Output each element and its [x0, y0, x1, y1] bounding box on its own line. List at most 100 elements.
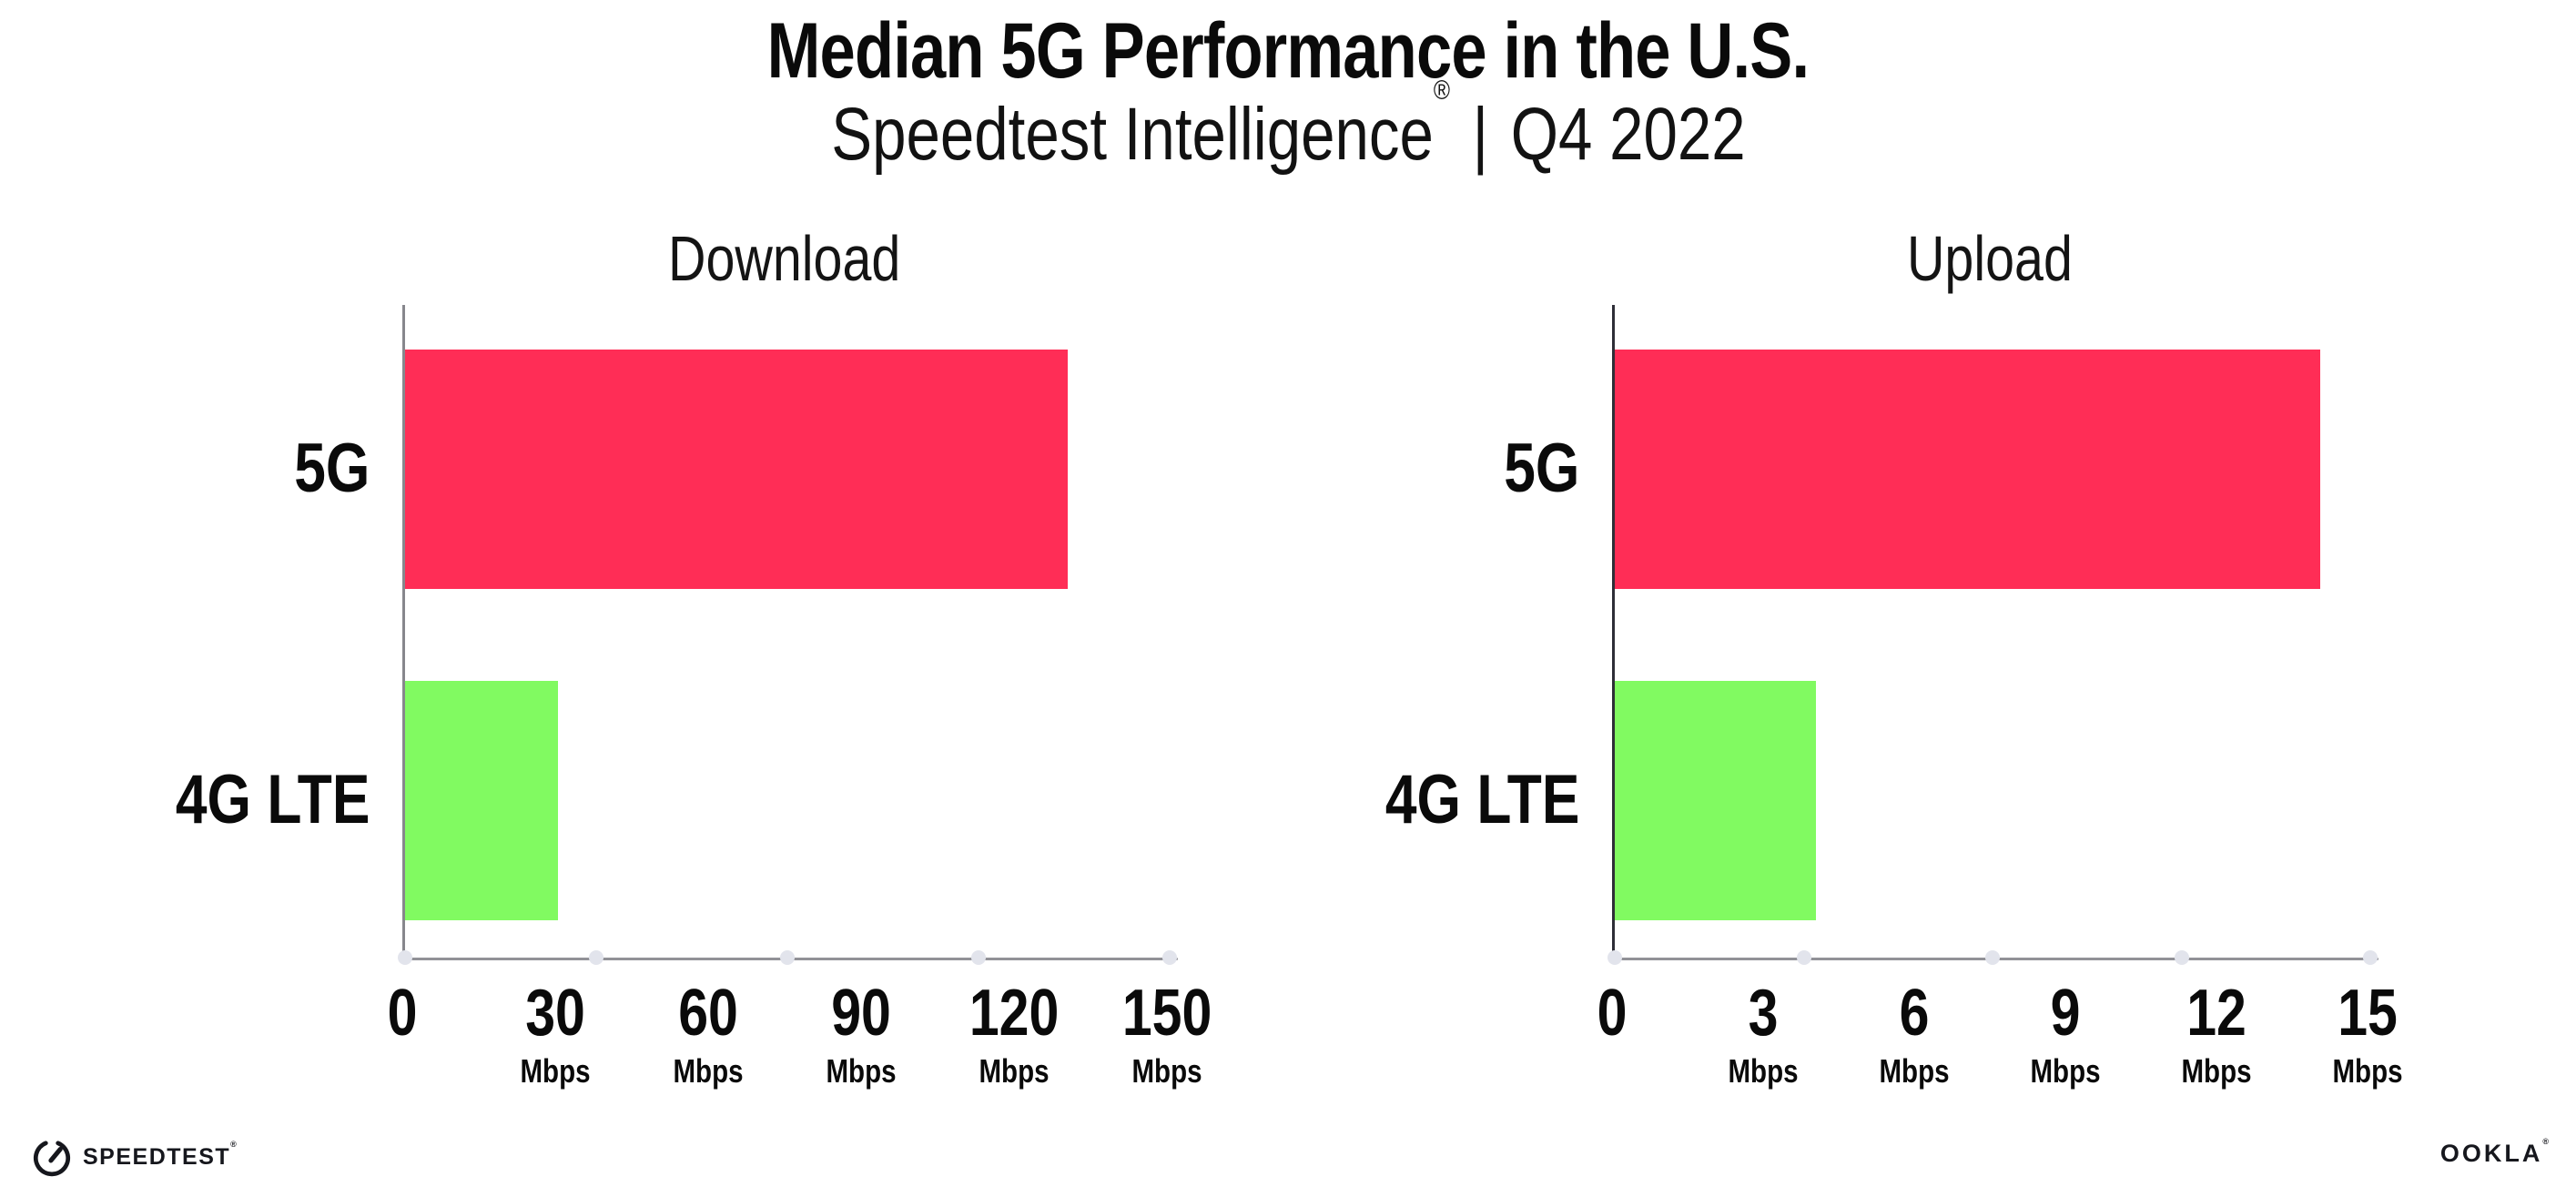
download-tick-number: 0: [387, 977, 418, 1050]
upload-tick-15: 15 Mbps: [2277, 980, 2459, 1088]
download-axis-dot: [971, 950, 986, 965]
upload-tick-number: 6: [1899, 977, 1930, 1050]
download-tick-value-0: 0: [311, 980, 493, 1046]
ookla-logo: OOKLA®: [2439, 1138, 2549, 1167]
download-gridline-0: [396, 305, 401, 959]
download-tick-unit-150: Mbps: [1076, 1055, 1258, 1088]
upload-tick-number: 0: [1597, 977, 1628, 1050]
category-label-text: 5G: [1503, 430, 1579, 507]
download-tick-unit-120: Mbps: [923, 1055, 1105, 1088]
download-tick-number: 120: [969, 977, 1060, 1050]
subtitle-brand: Speedtest Intelligence: [830, 93, 1434, 176]
download-tick-value-90: 90: [770, 980, 952, 1046]
upload-tick-unit-label: Mbps: [2332, 1052, 2403, 1090]
upload-gridline-0: [1606, 305, 1610, 959]
download-axis-dot: [780, 950, 795, 965]
upload-tick-value-15: 15: [2277, 980, 2459, 1046]
download-axis-dot: [1162, 950, 1177, 965]
upload-tick-12: 12 Mbps: [2125, 980, 2307, 1088]
download-tick-0: 0: [311, 980, 493, 1046]
download-tick-120: 120 Mbps: [923, 980, 1105, 1088]
download-plot-area: [398, 305, 1178, 965]
ookla-registered-mark: ®: [2542, 1137, 2549, 1146]
category-label-text: 4G LTE: [1384, 761, 1579, 838]
download-tick-unit-label: Mbps: [979, 1052, 1050, 1090]
speedtest-label: SPEEDTEST: [83, 1143, 231, 1170]
download-tick-number: 150: [1121, 977, 1212, 1050]
upload-tick-number: 3: [1748, 977, 1779, 1050]
upload-tick-0: 0: [1521, 980, 1703, 1046]
upload-axis-dot: [1796, 950, 1811, 965]
upload-category-label-4g-lte: 4G LTE: [1206, 755, 1579, 846]
upload-tick-unit-3: Mbps: [1672, 1055, 1854, 1088]
upload-tick-6: 6 Mbps: [1823, 980, 2005, 1088]
download-tick-30: 30 Mbps: [464, 980, 646, 1088]
download-tick-number: 90: [831, 977, 891, 1050]
download-tick-value-60: 60: [617, 980, 799, 1046]
download-chart-title-text: Download: [668, 223, 901, 294]
download-axis-dot: [398, 950, 412, 965]
download-tick-unit-label: Mbps: [520, 1052, 591, 1090]
download-tick-number: 60: [678, 977, 738, 1050]
upload-chart-title: Upload: [1717, 227, 2263, 290]
upload-tick-value-12: 12: [2125, 980, 2307, 1046]
upload-tick-number: 9: [2050, 977, 2081, 1050]
bar-download-5g: [405, 350, 1068, 589]
ookla-label: OOKLA: [2439, 1140, 2543, 1167]
upload-axis-dot: [1607, 950, 1622, 965]
upload-tick-number: 12: [2186, 977, 2246, 1050]
upload-tick-unit-9: Mbps: [1974, 1055, 2156, 1088]
upload-tick-9: 9 Mbps: [1974, 980, 2156, 1088]
download-tick-unit-60: Mbps: [617, 1055, 799, 1088]
download-tick-60: 60 Mbps: [617, 980, 799, 1088]
download-category-label-4g-lte: 4G LTE: [0, 755, 370, 846]
upload-category-label-5g: 5G: [1206, 423, 1579, 514]
download-tick-unit-label: Mbps: [673, 1052, 744, 1090]
download-tick-value-120: 120: [923, 980, 1105, 1046]
category-label-text: 4G LTE: [175, 761, 370, 838]
download-tick-unit-90: Mbps: [770, 1055, 952, 1088]
speedtest-gauge-icon: [33, 1141, 71, 1177]
upload-tick-value-0: 0: [1521, 980, 1703, 1046]
download-axis-dot: [589, 950, 603, 965]
bar-download-4g-lte: [405, 681, 558, 920]
download-tick-90: 90 Mbps: [770, 980, 952, 1088]
category-label-text: 5G: [293, 430, 370, 507]
upload-axis-dot: [1985, 950, 2000, 965]
download-tick-unit-label: Mbps: [826, 1052, 897, 1090]
download-chart-title: Download: [512, 227, 1058, 290]
bar-upload-4g-lte: [1615, 681, 1816, 920]
page-title: Median 5G Performance in the U.S.: [0, 12, 2576, 90]
upload-axis-dot: [2363, 950, 2378, 965]
upload-gridline-15: [2368, 305, 2373, 959]
download-gridline-150: [1168, 305, 1172, 959]
upload-tick-unit-label: Mbps: [2030, 1052, 2101, 1090]
upload-tick-unit-label: Mbps: [1879, 1052, 1950, 1090]
upload-chart-title-text: Upload: [1907, 223, 2073, 294]
speedtest-logo: SPEEDTEST®: [31, 1136, 237, 1178]
upload-tick-3: 3 Mbps: [1672, 980, 1854, 1088]
speedtest-registered-mark: ®: [230, 1140, 237, 1150]
upload-tick-value-9: 9: [1974, 980, 2156, 1046]
upload-tick-unit-12: Mbps: [2125, 1055, 2307, 1088]
upload-tick-unit-label: Mbps: [1728, 1052, 1799, 1090]
upload-tick-value-3: 3: [1672, 980, 1854, 1046]
upload-axis-dot: [2174, 950, 2189, 965]
download-category-label-5g: 5G: [0, 423, 370, 514]
page-title-text: Median 5G Performance in the U.S.: [766, 7, 1810, 95]
download-tick-150: 150 Mbps: [1076, 980, 1258, 1088]
download-tick-number: 30: [525, 977, 585, 1050]
upload-tick-number: 15: [2338, 977, 2398, 1050]
download-tick-unit-30: Mbps: [464, 1055, 646, 1088]
upload-tick-unit-6: Mbps: [1823, 1055, 2005, 1088]
upload-plot-area: [1607, 305, 2378, 965]
speedtest-wordmark: SPEEDTEST®: [83, 1141, 237, 1170]
page-subtitle-text: Speedtest Intelligence®| Q4 2022: [831, 76, 1745, 172]
registered-mark: ®: [1433, 75, 1450, 106]
upload-tick-unit-label: Mbps: [2181, 1052, 2252, 1090]
download-tick-value-30: 30: [464, 980, 646, 1046]
upload-tick-unit-15: Mbps: [2277, 1055, 2459, 1088]
bar-upload-5g: [1615, 350, 2320, 589]
upload-tick-value-6: 6: [1823, 980, 2005, 1046]
